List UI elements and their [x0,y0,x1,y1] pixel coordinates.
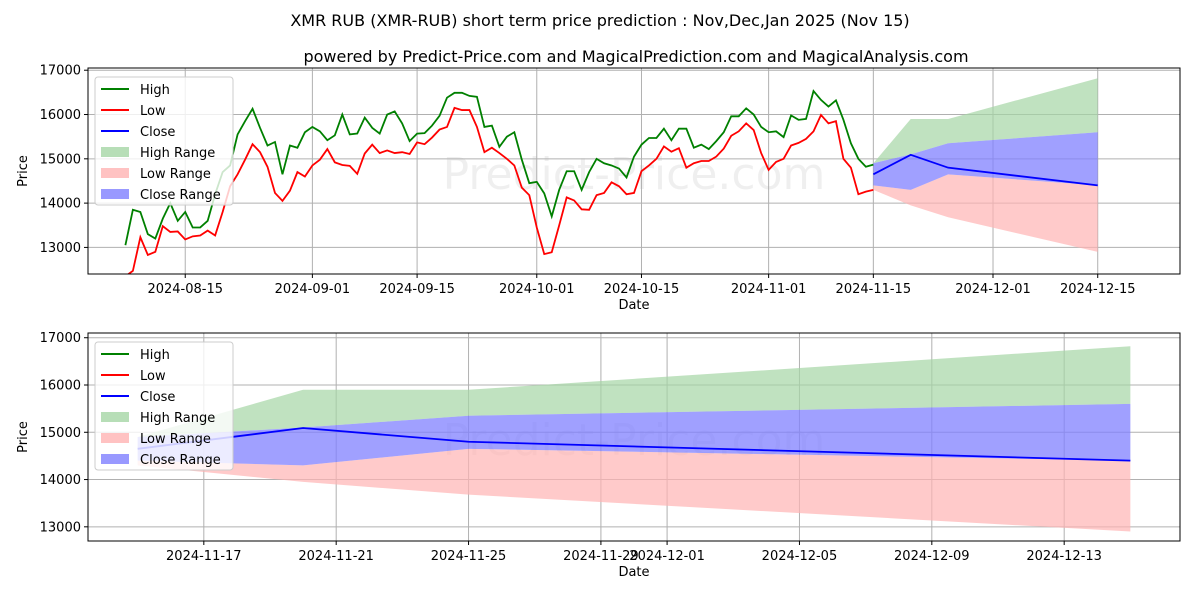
x-tick-label: 2024-12-13 [1026,549,1102,564]
legend-label: Low [140,369,166,384]
axes-frame [87,332,1181,542]
high-range-band [137,346,1131,437]
legend-label: High [140,348,170,363]
x-tick-label: 2024-09-01 [275,282,351,297]
legend: High Low Close High Range Low Range Close Ran… [94,76,234,206]
legend: High Low Close High Range Low Range Close Ran… [94,341,234,471]
y-tick-label: 15000 [40,426,81,441]
legend-label: Close [140,125,175,140]
legend-label: Close [140,390,175,405]
legend-box [94,76,234,206]
x-tick-label: 2024-12-15 [1060,282,1136,297]
x-tick-label: 2024-10-01 [499,282,575,297]
low-line [126,106,874,274]
close-range-band [137,403,1131,466]
y-tick-label: 15000 [40,152,81,167]
legend-swatch-low-range [101,168,129,178]
legend-label: Close Range [140,188,221,203]
legend-label: Low Range [140,432,211,447]
legend-swatch-close-range [101,454,129,464]
history-panel: Predict-Price.com13000140001500016000170… [16,64,1181,313]
x-tick-label: 2024-11-17 [166,549,242,564]
y-tick-label: 13000 [40,241,81,256]
x-tick-label: 2024-12-01 [629,549,705,564]
x-tick-label: 2024-11-01 [731,282,807,297]
y-tick-label: 16000 [40,379,81,394]
y-tick-label: 16000 [40,108,81,123]
legend-swatch-high-range [101,412,129,422]
x-axis-label: Date [618,565,649,580]
high-line [124,89,874,246]
close-range-band [873,132,1098,190]
x-tick-label: 2024-11-25 [431,549,507,564]
x-tick-label: 2024-12-01 [955,282,1031,297]
axes-frame [87,67,1181,275]
x-tick-label: 2024-10-15 [604,282,680,297]
x-tick-label: 2024-11-29 [563,549,639,564]
plot-area [137,346,1131,532]
x-tick-label: 2024-11-15 [836,282,912,297]
legend-label: High Range [140,411,215,426]
legend-swatch-high-range [101,147,129,157]
y-tick-label: 17000 [40,331,81,346]
close-line [872,153,1098,187]
legend-label: Low Range [140,167,211,182]
x-tick-label: 2024-09-15 [379,282,455,297]
y-axis-label: Price [16,421,31,453]
x-tick-label: 2024-11-21 [298,549,374,564]
y-tick-label: 17000 [40,64,81,79]
y-tick-label: 13000 [40,520,81,535]
legend-swatch-close-range [101,189,129,199]
x-tick-label: 2024-12-09 [894,549,970,564]
y-tick-label: 14000 [40,197,81,212]
legend-box [94,341,234,471]
chart-subtitle: powered by Predict-Price.com and Magical… [303,47,968,66]
legend-label: High [140,83,170,98]
forecast-panel: Predict-Price.com13000140001500016000170… [16,331,1181,580]
x-tick-label: 2024-08-15 [147,282,223,297]
chart-title: XMR RUB (XMR-RUB) short term price predi… [290,11,909,30]
x-tick-label: 2024-12-05 [762,549,838,564]
low-range-band [137,448,1131,532]
high-range-band [873,78,1098,164]
legend-label: Low [140,104,166,119]
legend-swatch-low-range [101,433,129,443]
legend-label: High Range [140,146,215,161]
legend-label: Close Range [140,453,221,468]
low-range-band [873,174,1098,252]
y-tick-label: 14000 [40,473,81,488]
y-axis-label: Price [16,155,31,187]
x-axis-label: Date [618,298,649,313]
plot-area [124,78,1098,274]
